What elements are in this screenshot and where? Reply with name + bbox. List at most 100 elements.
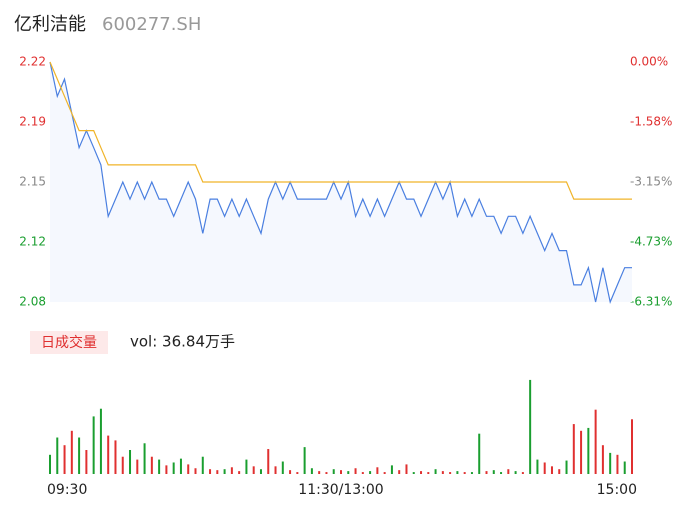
volume-bar [376,467,379,474]
stock-name: 亿利洁能 [14,14,86,35]
volume-bar [361,472,364,474]
volume-bar [99,408,102,474]
volume-bar [340,470,342,474]
volume-bar [405,464,408,474]
price-area [50,62,632,302]
volume-bar [121,456,124,474]
volume-bar [49,454,51,474]
y-tick-label: 2.15 [19,175,46,189]
volume-tag-bg [30,331,108,354]
y2-tick-label: -3.15% [630,174,672,188]
volume-bar [580,430,583,474]
volume-bar [601,445,604,474]
volume-bar [63,445,66,474]
volume-bar [70,430,73,474]
volume-bar [179,458,182,474]
x-tick-label: 15:00 [597,482,637,498]
volume-bar [478,433,481,474]
volume-bar [230,467,233,474]
volume-bar [318,471,321,474]
volume-bar [390,465,393,474]
volume-total: vol: 36.84万手 [130,333,235,351]
volume-bar [194,468,197,474]
volume-bar [209,469,212,474]
volume-bar [609,452,612,474]
volume-bar [594,409,597,474]
y2-tick-label: -1.58% [630,115,672,129]
volume-bar [354,468,357,474]
volume-bar [201,456,204,474]
volume-tag: 日成交量 [41,334,97,351]
volume-bar [631,419,633,474]
volume-bar [172,462,175,474]
y-tick-label: 2.22 [19,55,46,69]
volume-bar [449,472,452,474]
x-tick-label: 09:30 [47,482,87,498]
y2-tick-label: 0.00% [630,55,668,69]
y-tick-label: 2.12 [19,235,46,249]
volume-bar [521,472,524,474]
volume-bar [259,469,262,474]
volume-bar [543,462,546,474]
volume-bar [252,466,255,474]
volume-bar [165,465,168,474]
volume-bar [92,416,95,474]
volume-bar [158,459,161,474]
volume-bar [398,470,401,474]
y2-tick-label: -6.31% [630,295,672,309]
volume-bar [332,469,335,474]
volume-bar [369,471,372,474]
volume-bar [485,471,488,474]
volume-bar [463,472,466,474]
volume-bar [274,466,277,474]
volume-bar [492,470,495,474]
volume-bar [514,471,517,474]
volume-bar [216,470,219,474]
volume-bar [129,450,132,474]
volume-bar [434,469,437,474]
volume-bar [325,472,328,474]
volume-bar [289,470,292,474]
volume-bar [347,471,350,474]
volume-bar [85,450,88,474]
volume-bar [78,437,81,474]
volume-bar [143,443,146,474]
volume-bar [587,427,590,474]
volume-bar [310,468,313,474]
volume-bar [441,471,444,474]
volume-bar [529,379,532,474]
volume-bar [456,471,459,474]
y2-tick-label: -4.73% [630,234,672,248]
volume-bar [223,469,226,474]
volume-bar [56,437,59,474]
y-tick-label: 2.08 [19,295,46,309]
volume-bar [187,464,190,474]
volume-bar [412,472,415,474]
stock-code: 600277.SH [102,14,201,35]
volume-bar [238,471,241,474]
volume-bar [572,424,575,474]
volume-bar [303,447,306,474]
volume-bar [383,472,386,474]
volume-bar [470,472,473,474]
volume-bar [136,459,139,474]
price-line [49,61,632,304]
volume-bar [558,469,561,474]
volume-bar [296,472,299,474]
x-tick-label: 11:30/13:00 [298,482,383,498]
volume-bar [245,459,248,474]
volume-bar [550,466,553,474]
volume-bar [420,471,423,474]
volume-bar [507,469,510,474]
volume-bar [281,461,284,474]
volume-bar [427,472,430,474]
volume-bar [150,456,153,474]
volume-bar [114,440,117,474]
volume-bar [500,472,503,474]
average-line [49,61,632,200]
volume-bar [616,454,619,474]
volume-bar [623,461,626,474]
volume-bar [565,460,568,474]
volume-bar [536,459,539,474]
